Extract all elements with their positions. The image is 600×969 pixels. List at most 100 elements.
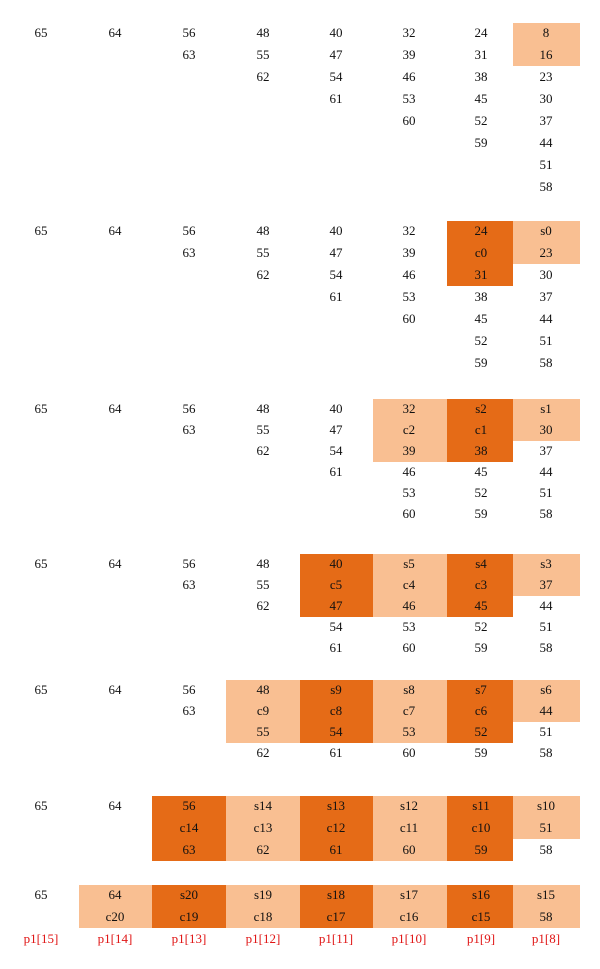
- cell-s2-c4-r1: 47: [329, 422, 343, 437]
- cell-s4-c4-r0: s9: [330, 682, 342, 697]
- column-label-4: p1[11]: [318, 931, 354, 946]
- cell-s1-c6-r2: 31: [474, 267, 488, 282]
- cell-s0-c4-r1: 47: [329, 47, 343, 62]
- cell-s4-c5-r3: 60: [402, 745, 416, 760]
- cell-s1-c7-r3: 37: [539, 289, 553, 304]
- highlight-s5-c6: [447, 796, 513, 861]
- highlight-s4-c3: [226, 680, 300, 743]
- cell-s0-c7-r7: 58: [539, 179, 553, 194]
- highlight-s6-c4: [300, 885, 374, 928]
- cell-s0-c2-r1: 63: [182, 47, 196, 62]
- cell-s5-c5-r0: s12: [399, 798, 419, 813]
- cell-s1-c5-r1: 39: [402, 245, 416, 260]
- highlight-s5-c3: [226, 796, 300, 861]
- cell-s0-c4-r0: 40: [329, 25, 343, 40]
- highlight-s4-c7: [513, 680, 580, 722]
- cell-s3-c2-r1: 63: [182, 577, 196, 592]
- cell-s4-c4-r1: c8: [329, 703, 343, 718]
- cell-s3-c3-r2: 62: [256, 598, 270, 613]
- cell-s0-c6-r0: 24: [474, 25, 488, 40]
- cell-s1-c0-r0: 65: [34, 223, 48, 238]
- cell-s3-c4-r4: 61: [329, 640, 343, 655]
- cell-s2-c0-r0: 65: [34, 401, 48, 416]
- cell-s3-c4-r0: 40: [329, 556, 343, 571]
- cell-s2-c7-r3: 44: [539, 464, 553, 479]
- cell-s1-c4-r0: 40: [329, 223, 343, 238]
- highlight-s3-c7: [513, 554, 580, 596]
- cell-s4-c6-r3: 59: [474, 745, 488, 760]
- cell-s1-c6-r3: 38: [474, 289, 488, 304]
- cell-s0-c6-r5: 59: [474, 135, 488, 150]
- cell-s1-c7-r5: 51: [539, 333, 553, 348]
- cell-s2-c6-r3: 45: [474, 464, 488, 479]
- highlight-s3-c4: [300, 554, 374, 617]
- cell-s5-c3-r1: c13: [253, 820, 273, 835]
- highlight-s2-c5: [373, 399, 447, 462]
- cell-s1-c5-r2: 46: [402, 267, 416, 282]
- cell-s3-c6-r4: 59: [474, 640, 488, 655]
- cell-s0-c7-r0: 8: [542, 25, 550, 40]
- cell-s4-c3-r2: 55: [256, 724, 270, 739]
- cell-s3-c4-r3: 54: [329, 619, 343, 634]
- cell-s2-c4-r0: 40: [329, 401, 343, 416]
- cell-s3-c5-r4: 60: [402, 640, 416, 655]
- cell-s4-c7-r0: s6: [540, 682, 552, 697]
- cell-s2-c2-r1: 63: [182, 422, 196, 437]
- cell-s5-c3-r0: s14: [253, 798, 273, 813]
- cell-s1-c6-r0: 24: [474, 223, 488, 238]
- cell-s2-c7-r4: 51: [539, 485, 553, 500]
- cell-s3-c4-r2: 47: [329, 598, 343, 613]
- cell-s2-c7-r5: 58: [539, 506, 553, 521]
- cell-s3-c7-r0: s3: [540, 556, 552, 571]
- cell-s6-c5-r1: c16: [399, 909, 419, 924]
- highlight-s5-c2: [152, 796, 226, 861]
- cell-s4-c4-r2: 54: [329, 724, 343, 739]
- cell-s3-c6-r0: s4: [475, 556, 487, 571]
- cell-s3-c7-r4: 58: [539, 640, 553, 655]
- cell-s1-c7-r0: s0: [540, 223, 552, 238]
- cell-s6-c7-r0: s15: [536, 887, 556, 902]
- cell-s2-c5-r3: 46: [402, 464, 416, 479]
- cell-s0-c7-r1: 16: [539, 47, 553, 62]
- cell-s4-c0-r0: 65: [34, 682, 48, 697]
- highlight-s5-c4: [300, 796, 374, 861]
- cell-s0-c2-r0: 56: [182, 25, 196, 40]
- cell-s1-c4-r3: 61: [329, 289, 343, 304]
- cell-s0-c5-r1: 39: [402, 47, 416, 62]
- highlight-s3-c6: [447, 554, 513, 617]
- cell-s1-c7-r4: 44: [539, 311, 553, 326]
- cell-s1-c3-r2: 62: [256, 267, 270, 282]
- cell-s3-c3-r0: 48: [256, 556, 270, 571]
- cell-s1-c7-r2: 30: [539, 267, 553, 282]
- cell-s4-c7-r1: 44: [539, 703, 553, 718]
- cell-s0-c7-r4: 37: [539, 113, 553, 128]
- cell-s3-c5-r1: c4: [402, 577, 416, 592]
- highlight-s2-c7: [513, 399, 580, 441]
- highlight-s4-c5: [373, 680, 447, 743]
- cell-s4-c7-r2: 51: [539, 724, 553, 739]
- cell-s1-c3-r1: 55: [256, 245, 270, 260]
- cell-s6-c5-r0: s17: [399, 887, 419, 902]
- highlight-s6-c5: [373, 885, 447, 928]
- cell-s3-c7-r2: 44: [539, 598, 553, 613]
- cell-s3-c2-r0: 56: [182, 556, 196, 571]
- cell-s5-c3-r2: 62: [256, 842, 270, 857]
- column-label-6: p1[9]: [466, 931, 496, 946]
- cell-s2-c1-r0: 64: [108, 401, 122, 416]
- cell-s6-c6-r0: s16: [471, 887, 491, 902]
- column-label-2: p1[13]: [171, 931, 207, 946]
- cell-s0-c1-r0: 64: [108, 25, 122, 40]
- cell-s6-c2-r0: s20: [179, 887, 199, 902]
- cell-s0-c6-r4: 52: [474, 113, 488, 128]
- cell-s3-c4-r1: c5: [329, 577, 343, 592]
- cell-s0-c0-r0: 65: [34, 25, 48, 40]
- highlight-s2-c6: [447, 399, 513, 462]
- cell-s6-c4-r1: c17: [326, 909, 346, 924]
- cell-s0-c7-r5: 44: [539, 135, 553, 150]
- cell-s0-c6-r1: 31: [474, 47, 488, 62]
- cell-s4-c2-r0: 56: [182, 682, 196, 697]
- cell-s4-c5-r2: 53: [402, 724, 416, 739]
- cell-s4-c6-r2: 52: [474, 724, 488, 739]
- cell-s1-c6-r1: c0: [474, 245, 488, 260]
